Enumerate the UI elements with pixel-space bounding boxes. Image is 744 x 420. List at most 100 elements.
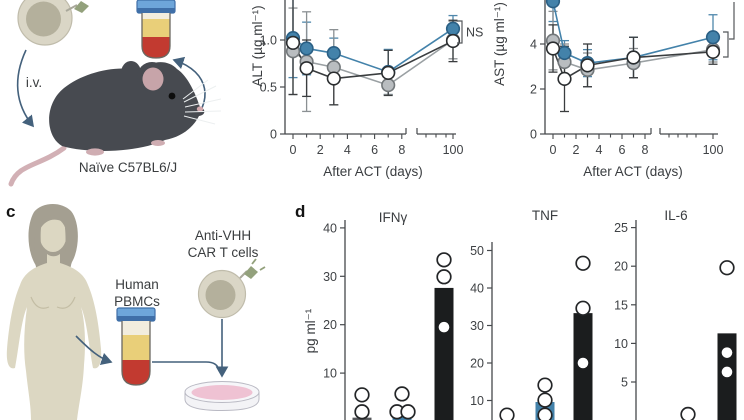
data-point [545, 0, 561, 9]
tube-cap-band [117, 316, 155, 321]
receptor-stem [65, 4, 78, 12]
data-point [445, 33, 461, 49]
scatter-point [436, 252, 452, 268]
mouse-front-foot [151, 140, 165, 146]
y-tick-label: 0 [270, 128, 277, 142]
y-tick-label: 4 [530, 38, 537, 52]
face [39, 218, 67, 252]
chest-contour [30, 296, 76, 309]
tube-outline [121, 321, 151, 386]
mouse-diagram-illustration [8, 0, 222, 187]
y-tick-label: 15 [614, 298, 628, 312]
y-axis-title: AST (µg ml⁻¹) [492, 2, 507, 86]
car-t-label: Anti-VHH CAR T cells [187, 228, 259, 260]
iv-arrow [16, 49, 35, 128]
y-tick-label: 20 [614, 260, 628, 274]
y-tick-label: 40 [323, 221, 337, 235]
x-tick-label: 100 [443, 143, 464, 157]
y-tick-label: 1.0 [260, 34, 277, 48]
mouse-whiskers [182, 79, 222, 125]
panel-letter-d: d [295, 202, 306, 221]
scatter-point [537, 407, 553, 420]
scatter-point [354, 404, 370, 420]
mouse-eye [168, 92, 176, 100]
cell-nucleus [205, 280, 236, 310]
x-tick-label: 0 [550, 143, 557, 157]
tube-to-dish-arrow [152, 361, 220, 372]
data-point [381, 65, 396, 80]
pbmc-label: Human PBMCs [114, 277, 160, 309]
scatter-point-filled [577, 357, 589, 369]
iv-label: i.v. [25, 75, 43, 90]
data-point [705, 30, 721, 45]
pbmc-draw-arrow [75, 335, 113, 366]
mouse-tail [8, 145, 67, 187]
scatter-point-filled [438, 321, 450, 333]
significance-bracket [457, 20, 463, 44]
cytokine-panel: d pg ml⁻¹ 10 20 30 40 IFNγ 10 20 30 40 50 TNF 5 10… [295, 200, 744, 420]
pbmc-tube-icon [116, 307, 156, 386]
data-point [445, 21, 461, 36]
car-t-cell-icon [17, 0, 89, 46]
data-line [292, 28, 454, 73]
y-tick-label: 30 [470, 319, 484, 333]
alt-line-chart: 0 0.5 1.0 0 2 4 6 8 100 After ACT (days) ALT (µg m… [250, 0, 483, 179]
mouse-nose [196, 106, 204, 112]
tube-cap-band [137, 8, 175, 13]
body [6, 254, 102, 420]
y-tick-label: 50 [470, 244, 484, 258]
y-tick-label: 30 [323, 270, 337, 284]
mouse-ear-inner [142, 67, 164, 91]
scatter-point [400, 404, 416, 420]
hair-left [34, 226, 45, 274]
tube-buffy-layer [122, 321, 150, 335]
scatter-point [680, 406, 696, 420]
mouse-icon [8, 61, 222, 187]
woman-silhouette [6, 203, 102, 420]
tube-blood-layer [122, 360, 150, 385]
petri-dish-icon [184, 381, 260, 412]
data-point [557, 71, 572, 86]
blood-tube-icon [136, 0, 176, 59]
significance-label: NS [466, 26, 483, 40]
x-axis-title: After ACT (days) [583, 164, 683, 179]
scatter-point [354, 387, 370, 403]
chart-title: IFNγ [379, 210, 408, 225]
y-tick-label: 10 [470, 394, 484, 408]
x-tick-label: 6 [619, 143, 626, 157]
scatter-point-filled [721, 366, 733, 378]
coculture-arrows [152, 319, 229, 378]
car-t-cell-icon [197, 258, 266, 319]
mouse-body [49, 62, 205, 151]
scatter-point-filled [721, 347, 733, 358]
coculture-panel: c [0, 200, 295, 420]
data-point [705, 44, 721, 59]
data-point [285, 35, 301, 50]
ifng-chart: 10 20 30 40 IFNγ [323, 210, 454, 420]
tnf-chart: 10 20 30 40 50 TNF [470, 208, 593, 420]
dish-media [191, 385, 253, 400]
ast-line-chart: 0 2 4 0 2 4 6 8 100 After ACT (days) AST (µg ml⁻¹) [492, 0, 735, 179]
data-point [326, 46, 341, 61]
x-tick-label: 4 [596, 143, 603, 157]
data-point [580, 58, 595, 73]
y-tick-label: 0 [530, 128, 537, 142]
x-tick-label: 6 [371, 143, 378, 157]
data-point [299, 61, 314, 76]
scatter-point [537, 377, 553, 393]
data-line [292, 39, 454, 87]
data-point [381, 78, 396, 93]
y-tick-label: 2 [530, 83, 537, 97]
y-axis-title: ALT (µg ml⁻¹) [250, 5, 265, 86]
scatter-point [719, 260, 735, 276]
hair-fringe [39, 214, 68, 231]
data-line [292, 40, 454, 80]
scatter-point [575, 300, 591, 316]
data-point [326, 71, 341, 86]
y-tick-label: 25 [614, 221, 628, 235]
mouse-hind-foot [86, 148, 104, 156]
mouse-experiment-panel: i.v. Naïve C57BL6/J [0, 0, 250, 200]
significance-bracket [723, 31, 729, 58]
y-tick-label: 0.5 [260, 81, 277, 95]
